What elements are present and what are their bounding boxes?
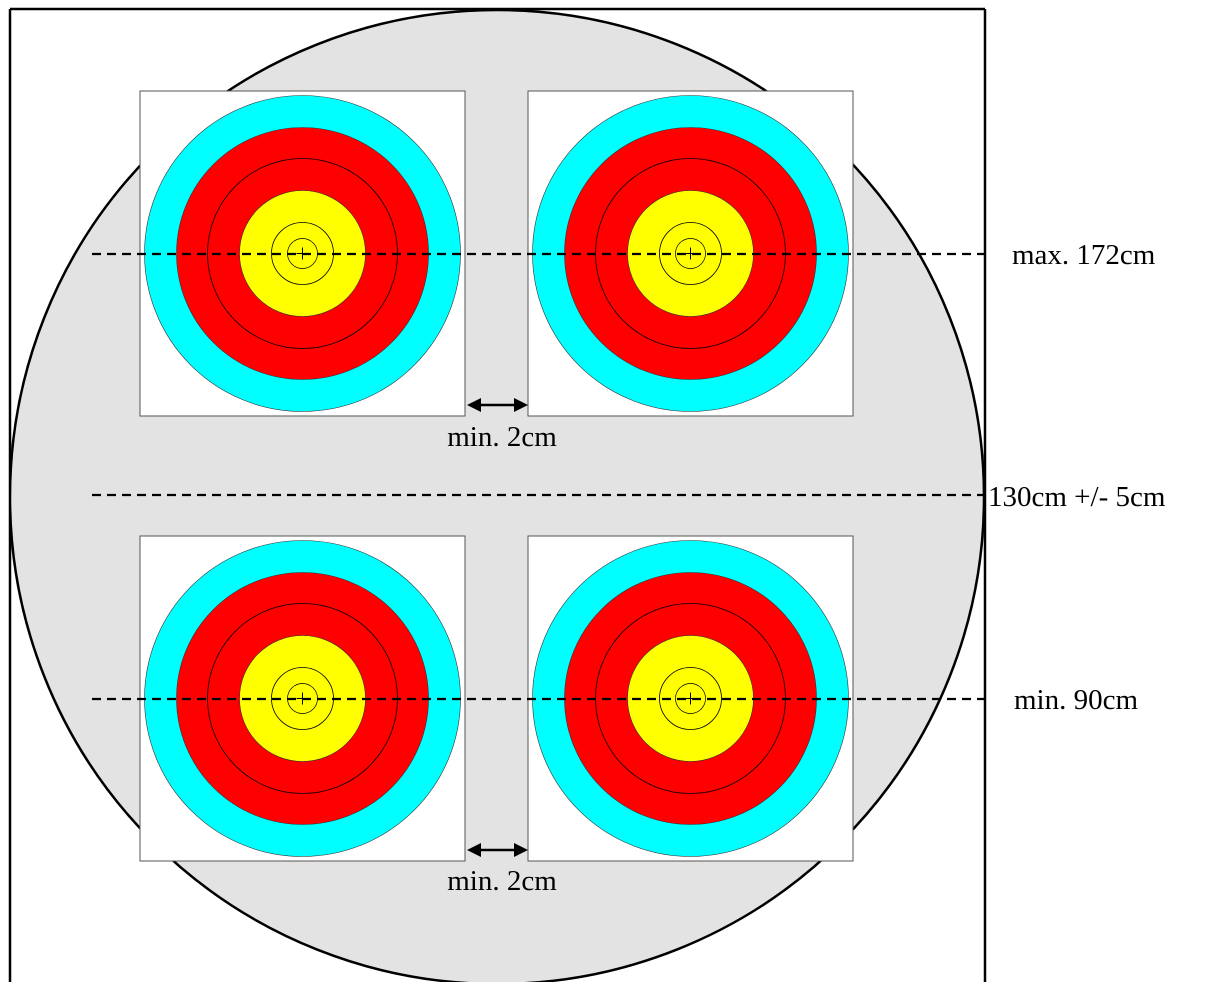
gap-label-lower: min. 2cm <box>447 865 557 897</box>
gold-ring-divider <box>659 667 722 730</box>
gold-ring-divider <box>659 222 722 285</box>
bottom-line-label: min. 90cm <box>1014 684 1138 716</box>
gap-arrow-lower <box>467 843 528 857</box>
top-line-label: max. 172cm <box>1012 239 1156 271</box>
gap-label-upper: min. 2cm <box>447 421 557 453</box>
middle-line-label: 130cm +/- 5cm <box>988 481 1166 513</box>
target-face-top-right <box>527 90 854 417</box>
gap-arrow-upper <box>467 398 528 412</box>
inner-ten-ring <box>675 238 706 269</box>
inner-ten-ring <box>675 683 706 714</box>
